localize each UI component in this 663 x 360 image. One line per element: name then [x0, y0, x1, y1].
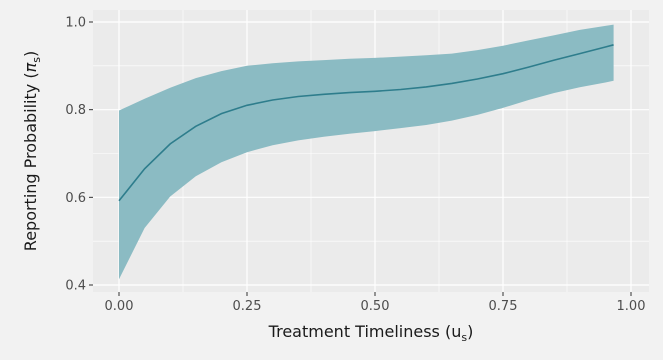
x-tick-label: 0.50: [361, 299, 390, 314]
mean-line: [118, 44, 614, 202]
y-tick-label: 0.8: [65, 103, 86, 118]
x-tick-label: 0.00: [105, 299, 134, 314]
axis-ticks: 0.00 0.25 0.50 0.75 1.00 0.4 0.6 0.8 1.0: [65, 16, 645, 315]
x-tick-label: 1.00: [617, 299, 646, 314]
y-axis-title: Reporting Probability (πs): [21, 51, 43, 251]
x-axis-title: Treatment Timeliness (us): [268, 322, 474, 344]
confidence-band: [119, 24, 614, 280]
y-tick-label: 1.0: [65, 16, 86, 31]
y-tick-label: 0.4: [65, 279, 86, 294]
x-tick-label: 0.75: [489, 299, 518, 314]
y-tick-label: 0.6: [65, 191, 86, 206]
x-tick-label: 0.25: [233, 299, 262, 314]
